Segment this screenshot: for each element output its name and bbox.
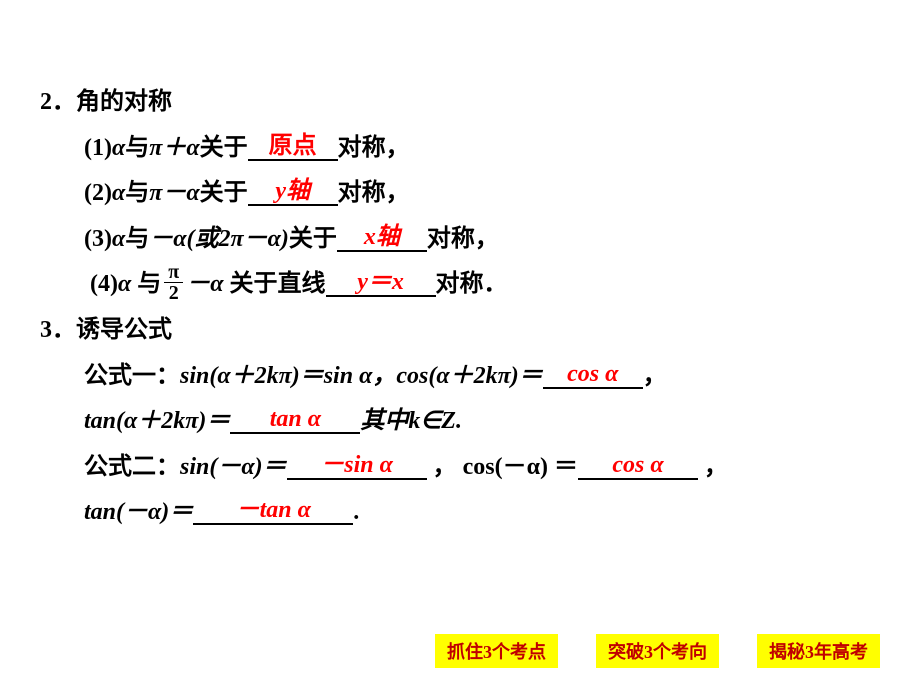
f1-tail2: 其中k∈Z. [360, 408, 462, 434]
footer-nav: 抓住3个考点 突破3个考向 揭秘3年高考 [435, 634, 880, 668]
mid: 与 [125, 180, 149, 206]
rhs: －α(或2π－α) [149, 226, 289, 252]
f2-p1: sin(－α)＝ [180, 454, 287, 480]
f1-tail1: ， [643, 363, 667, 389]
blank-f2c: －tan α [193, 497, 353, 525]
item-4: (4)α 与π2－α 关于直线 y＝x 对称． [40, 262, 880, 308]
answer-4: y＝x [357, 269, 404, 295]
blank-f2a: －sin α [287, 452, 427, 480]
fraction-pi-2: π2 [164, 262, 183, 303]
blank-f1b: tan α [230, 406, 360, 434]
lhs: α [112, 135, 125, 161]
page-content: 2．角的对称 (1)α与π＋α关于原点对称， (2)α与π－α关于y轴对称， (… [0, 0, 920, 536]
item-1: (1)α与π＋α关于原点对称， [40, 126, 880, 172]
suffix: 对称， [338, 135, 410, 161]
formula-2-line-2: tan(－α)＝ －tan α. [40, 490, 880, 536]
prefix: (4) [90, 271, 118, 297]
prefix: (3) [84, 226, 112, 252]
rhs: π＋α [149, 135, 199, 161]
blank-2: y轴 [248, 178, 338, 206]
f2-p2: tan(－α)＝ [84, 499, 193, 525]
lhs: α [112, 226, 125, 252]
mid: 与 [125, 226, 149, 252]
mid: 与 [125, 135, 149, 161]
answer-2: y轴 [275, 178, 310, 204]
suffix: 对称， [338, 180, 410, 206]
blank-3: x轴 [337, 224, 427, 252]
answer-f2b: cos α [612, 452, 663, 478]
formula-1-line-2: tan(α＋2kπ)＝ tan α 其中k∈Z. [40, 399, 880, 445]
mid2: 关于 [200, 135, 248, 161]
f1-label: 公式一： [84, 363, 180, 389]
nav-button-2[interactable]: 突破3个考向 [596, 634, 719, 668]
lhs: α [118, 271, 131, 297]
blank-f1a: cos α [543, 361, 643, 389]
item-3: (3)α与－α(或2π－α)关于 x轴 对称， [40, 217, 880, 263]
mid: 与 [131, 271, 161, 297]
formula-1-line-1: 公式一：sin(α＋2kπ)＝sin α，cos(α＋2kπ)＝ cos α ， [40, 354, 880, 400]
answer-3: x轴 [364, 224, 400, 250]
mid2: 关于直线 [230, 271, 326, 297]
item-2: (2)α与π－α关于 y轴 对称， [40, 171, 880, 217]
rhs: π－α [149, 180, 199, 206]
mid2: 关于 [289, 226, 337, 252]
frac-num: π [164, 262, 183, 282]
answer-f2c: －tan α [236, 497, 311, 523]
f1-p2: tan(α＋2kπ)＝ [84, 408, 230, 434]
blank-1: 原点 [248, 133, 338, 161]
suffix: 对称． [436, 271, 508, 297]
prefix: (1) [84, 135, 112, 161]
rhs-tail: －α [186, 271, 229, 297]
frac-den: 2 [164, 282, 183, 303]
formula-2-line-1: 公式二：sin(－α)＝ －sin α ， cos(－α) ＝ cos α ， [40, 445, 880, 491]
lhs: α [112, 180, 125, 206]
answer-f1a: cos α [567, 361, 618, 387]
answer-f1b: tan α [270, 406, 321, 432]
answer-f2a: －sin α [320, 452, 393, 478]
f2-mid: ， cos(－α) ＝ [427, 454, 578, 480]
f2-label: 公式二： [84, 454, 180, 480]
f2-tail1: ， [698, 454, 728, 480]
nav-button-3[interactable]: 揭秘3年高考 [757, 634, 880, 668]
nav-button-1[interactable]: 抓住3个考点 [435, 634, 558, 668]
section3-title: 3．诱导公式 [40, 308, 880, 354]
mid2: 关于 [200, 180, 248, 206]
f1-p1: sin(α＋2kπ)＝sin α，cos(α＋2kπ)＝ [180, 363, 543, 389]
f2-tail2: . [353, 499, 359, 525]
blank-4: y＝x [326, 269, 436, 297]
blank-f2b: cos α [578, 452, 698, 480]
answer-1: 原点 [269, 133, 317, 159]
prefix: (2) [84, 180, 112, 206]
section2-title: 2．角的对称 [40, 80, 880, 126]
suffix: 对称， [427, 226, 499, 252]
